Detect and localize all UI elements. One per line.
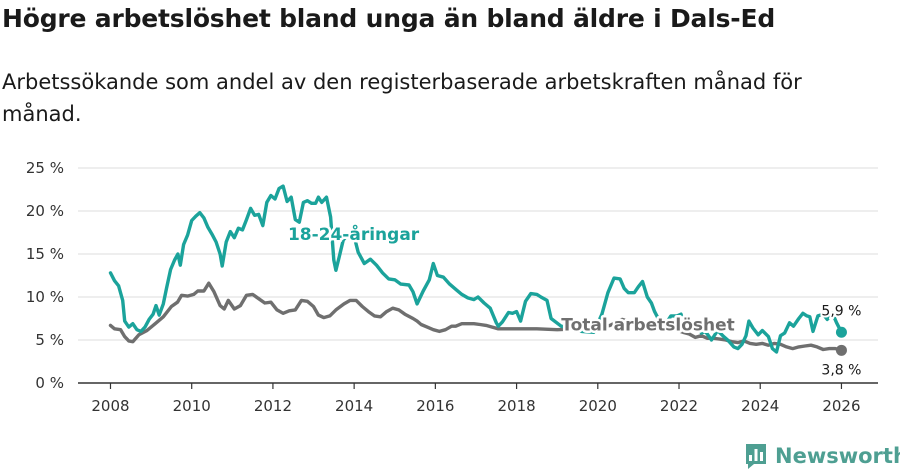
series-end-label-0: 3,8 % [821,362,861,378]
gridlines [78,168,878,340]
x-tick-label: 2014 [335,397,373,415]
line-chart: 0 % 5 % 10 % 15 % 20 % 25 % 2008 2010 2012 2014 20… [0,0,900,440]
x-tick-label: 2012 [254,397,292,415]
x-tick-label: 2008 [91,397,129,415]
newsworthy-brand: Newsworthy [744,442,900,470]
x-tick-label: 2018 [497,397,535,415]
y-tick-label: 10 % [26,288,64,306]
x-tick-label: 2022 [660,397,698,415]
x-tick-label: 2020 [579,397,617,415]
brand-name: Newsworthy [775,444,900,468]
y-tick-label: 0 % [35,374,64,392]
x-tick-label: 2026 [822,397,860,415]
bar-chart-logo-icon [744,442,768,470]
x-tick-label: 2024 [741,397,779,415]
series-end-dot-0 [836,345,847,356]
y-tick-label: 20 % [26,202,64,220]
series-end-dot-1 [836,327,847,338]
x-tick-label: 2016 [416,397,454,415]
y-tick-label: 5 % [35,331,64,349]
series-labels: Total arbetslöshet 18-24-åringar 3,8 % 5,9 … [288,223,862,378]
y-tick-label: 25 % [26,159,64,177]
y-tick-label: 15 % [26,245,64,263]
series-label-0: Total arbetslöshet [561,316,735,336]
x-tick-label: 2010 [173,397,211,415]
series-end-label-1: 5,9 % [821,303,861,319]
series-lines [111,186,847,356]
series-label-1: 18-24-åringar [288,223,420,245]
